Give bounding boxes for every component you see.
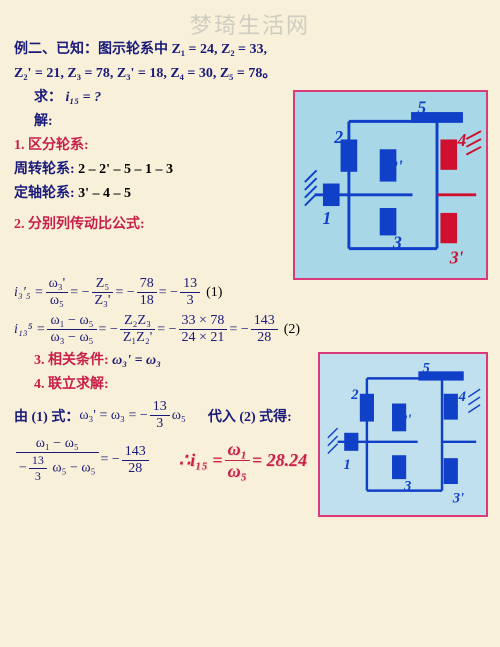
by1-eq: ω₃' = ω₃ = − <box>79 408 147 424</box>
final-n: ω₁ <box>225 439 250 461</box>
eq1-f2n: Z₅ <box>92 276 114 293</box>
step3-label: 3. 相关条件: <box>34 353 109 368</box>
epi-val: 2 – 2' – 5 – 1 – 3 <box>78 162 173 177</box>
eq1-f3n: 78 <box>137 276 157 293</box>
fixed-val: 3' – 4 – 5 <box>78 186 131 201</box>
e3-f2n: 143 <box>122 444 149 461</box>
d2-label-3: 3 <box>403 479 411 495</box>
title-prefix: 例二、已知：图示轮系中 <box>14 42 168 57</box>
eq2-f3n: 33 × 78 <box>179 313 228 330</box>
by1-label: 由 (1) 式： <box>14 406 79 426</box>
given1: Z₁ = 24, Z₂ = 33, <box>172 42 268 57</box>
eq2-f3d: 24 × 21 <box>179 330 228 346</box>
eq-minus: = − <box>159 285 178 301</box>
diag-label-1: 1 <box>322 208 331 228</box>
eq-eq: = − <box>101 452 120 468</box>
d2-label-2: 2 <box>350 387 358 403</box>
problem-line1: 例二、已知：图示轮系中 Z₁ = 24, Z₂ = 33, <box>14 39 486 60</box>
gear-diagram-2: 5 2 2' 1 3 4 3' <box>318 352 488 517</box>
d2-label-5: 5 <box>423 361 430 377</box>
eq1-lhs: i₃'₅ = <box>14 285 44 301</box>
final-val: = 28.24 <box>252 450 307 471</box>
final-answer: ∴ i₁₅ = ω₁ω₅ = 28.24 <box>179 439 307 482</box>
eq-minus: = − <box>70 285 89 301</box>
e3-den: −133 ω₅ − ω₅ <box>16 453 99 484</box>
eq2-f4d: 28 <box>251 330 278 346</box>
eq-minus: = − <box>115 285 134 301</box>
diag-label-5: 5 <box>417 98 426 118</box>
d1d: 3 <box>150 416 170 432</box>
cond: ω₃' = ω₃ <box>112 353 161 368</box>
diag-label-3: 3 <box>392 233 402 253</box>
d2-label-2p: 2' <box>399 412 411 428</box>
eq1-tag: (1) <box>206 285 222 301</box>
eq1-f4d: 3 <box>180 293 200 309</box>
final-lhs: i₁₅ = <box>190 450 222 471</box>
eq2-tag: (2) <box>284 322 300 338</box>
therefore: ∴ <box>179 450 190 471</box>
problem-line2: Z₂' = 21, Z₃ = 78, Z₃' = 18, Z₄ = 30, Z₅… <box>14 63 486 84</box>
eq1-f1n: ω₃' <box>46 276 69 293</box>
eq2-f2d: Z₁Z₂' <box>120 330 155 346</box>
sub-label: 代入 (2) 式得: <box>208 406 292 426</box>
d2-label-4: 4 <box>458 389 466 405</box>
d1n: 13 <box>150 399 170 416</box>
eq1-f2d: Z₃' <box>92 293 114 309</box>
eq2-f2n: Z₂Z₃ <box>120 313 155 330</box>
epi-label: 周转轮系: <box>14 162 75 177</box>
d2-label-1: 1 <box>343 457 350 473</box>
eq-eq: = − <box>157 322 176 338</box>
gear-diagram-1: 5 2 2' 1 3 4 3' <box>293 90 488 280</box>
ask-var: i₁₅ = ? <box>66 90 102 105</box>
eq-eq: = − <box>99 322 118 338</box>
eq2-f1n: ω₁ − ω₅ <box>47 313 96 330</box>
diag-label-3p: 3' <box>449 247 464 267</box>
ask-label: 求： <box>34 90 62 105</box>
eq2-f4n: 143 <box>251 313 278 330</box>
diag-label-4: 4 <box>457 130 467 150</box>
eq2-lhs: i₁₃⁵ = <box>14 322 45 338</box>
eq2-f1d: ω₃ − ω₅ <box>47 330 96 346</box>
eq1-f1d: ω₅ <box>46 293 69 309</box>
diag-label-2p: 2' <box>388 156 403 176</box>
eq1-f3d: 18 <box>137 293 157 309</box>
final-d: ω₅ <box>225 461 250 482</box>
e3-f2d: 28 <box>122 461 149 477</box>
d2-label-3p: 3' <box>452 490 464 506</box>
e3-num: ω₁ − ω₅ <box>16 436 99 453</box>
equation-2: i₁₃⁵ = ω₁ − ω₅ω₃ − ω₅ = − Z₂Z₃Z₁Z₂' = − … <box>14 313 486 346</box>
fixed-label: 定轴轮系: <box>14 186 75 201</box>
diag-label-2: 2 <box>333 127 343 147</box>
by1-rest: ω₅ <box>172 408 186 424</box>
eq1-f4n: 13 <box>180 276 200 293</box>
eq-eq: = − <box>229 322 248 338</box>
